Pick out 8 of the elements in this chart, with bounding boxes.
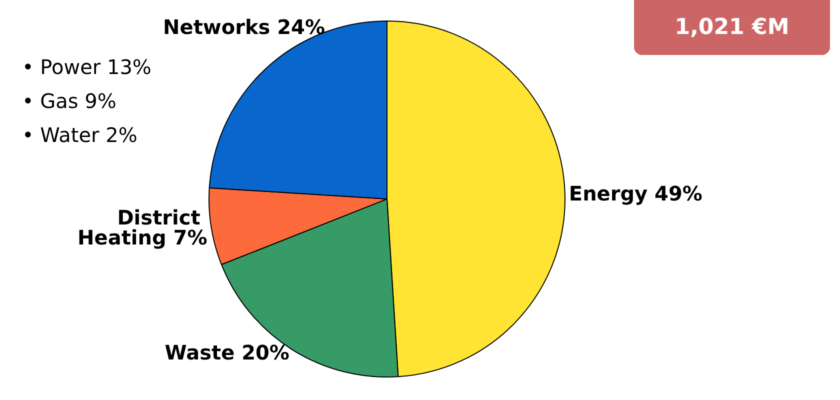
- text: • Gas 9%: [22, 88, 118, 115]
- text: 1,021 €M: [634, 0, 830, 55]
- slice-label: Waste 20%: [164, 340, 290, 365]
- slice-label: Energy 49%: [568, 181, 702, 206]
- text: • Power 13%: [22, 54, 152, 81]
- slice-label: Networks 24%: [163, 15, 325, 39]
- text: • Water 2%: [22, 122, 138, 149]
- slice-label: District Heating 7%: [78, 205, 208, 250]
